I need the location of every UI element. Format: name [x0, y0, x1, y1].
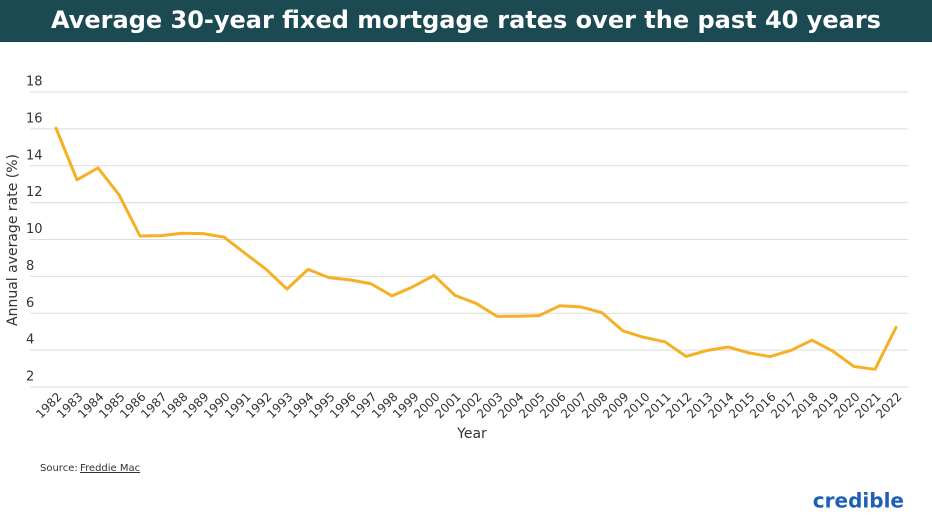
y-tick-label: 12	[26, 185, 43, 200]
x-axis-label: Year	[456, 426, 487, 442]
brand-logo: credible	[813, 489, 904, 513]
chart-title: Average 30-year fixed mortgage rates ove…	[51, 6, 881, 34]
y-tick-label: 10	[26, 222, 43, 237]
y-tick-label: 4	[26, 333, 34, 348]
source-link[interactable]: Freddie Mac	[80, 463, 140, 474]
source-label: Source:	[40, 463, 78, 474]
y-tick-label: 16	[26, 111, 43, 126]
y-tick-label: 14	[26, 148, 43, 163]
y-tick-label: 8	[26, 259, 34, 274]
y-tick-label: 6	[26, 296, 34, 311]
y-tick-label: 2	[26, 370, 34, 385]
y-axis-label: Annual average rate (%)	[5, 154, 21, 326]
title-banner	[0, 0, 932, 42]
data-line	[54, 126, 898, 371]
y-tick-label: 18	[26, 75, 43, 90]
